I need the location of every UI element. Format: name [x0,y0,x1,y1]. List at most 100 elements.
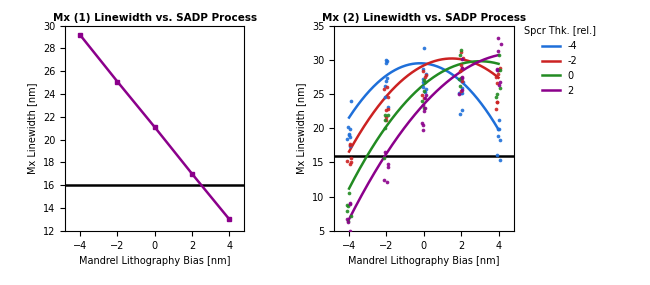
Point [381,58,391,63]
2 [434,88,442,91]
Point [343,204,353,209]
Point [383,113,393,117]
-2 [434,59,441,62]
Point [342,203,352,207]
Point [456,75,466,80]
Point [343,220,353,225]
Point [491,153,502,158]
-4 [434,65,442,68]
Title: Mx (2) Linewidth vs. SADP Process: Mx (2) Linewidth vs. SADP Process [322,13,526,23]
Point [344,143,355,148]
Point [344,132,354,137]
-2 [472,62,480,65]
-4 [345,116,353,119]
Point [492,100,502,105]
Point [458,80,469,85]
Point [493,53,504,58]
Point [417,120,427,125]
-2 [345,150,353,153]
Point [420,95,430,100]
Point [456,74,467,79]
Point [418,127,428,132]
Point [456,65,467,70]
Point [343,219,354,223]
Point [418,85,428,89]
Point [344,191,354,195]
Point [342,208,352,213]
Point [344,127,355,132]
Point [493,68,503,72]
Point [495,42,506,46]
Point [493,133,503,138]
Point [380,113,391,118]
Point [382,105,393,109]
Line: 0: 0 [349,61,499,189]
Point [456,89,467,93]
Point [342,159,352,164]
Point [492,72,502,77]
Point [417,69,428,73]
-2 [346,149,354,152]
-4 [435,65,443,69]
Point [345,161,356,166]
Point [495,138,505,142]
Point [456,87,467,92]
Point [379,178,389,182]
Point [417,123,428,127]
Legend: -4, -2, 0, 2: -4, -2, 0, 2 [524,27,596,96]
2 [471,62,479,65]
Point [381,107,391,112]
Point [495,66,505,70]
-2 [434,58,442,62]
-4 [437,66,445,70]
Point [455,53,465,57]
Point [346,99,356,103]
0 [434,73,441,76]
Title: Mx (1) Linewidth vs. SADP Process: Mx (1) Linewidth vs. SADP Process [53,13,257,23]
Point [454,76,465,81]
Point [381,115,391,120]
Point [421,73,431,77]
Point [458,55,469,60]
Point [379,87,389,92]
Point [491,94,502,99]
Point [384,164,394,169]
Point [418,103,428,108]
Point [380,150,391,154]
-4 [416,62,424,65]
-4 [495,128,502,131]
-4 [481,107,489,111]
Point [419,95,430,100]
Point [493,118,504,123]
Point [420,75,430,79]
Point [417,99,428,103]
Point [346,160,356,164]
Point [345,142,356,146]
0 [495,62,502,66]
X-axis label: Mandrel Lithography Bias [nm]: Mandrel Lithography Bias [nm] [348,256,500,266]
Point [493,127,503,132]
Point [420,106,430,110]
0 [471,60,479,63]
Point [382,95,393,99]
-2 [481,66,489,70]
Point [419,89,430,93]
Point [344,202,355,206]
2 [345,217,353,221]
Point [457,91,467,95]
Point [495,86,505,90]
Point [345,228,356,233]
Point [493,36,503,40]
Point [345,201,356,205]
Point [382,180,393,184]
Y-axis label: Mx Linewidth [nm]: Mx Linewidth [nm] [296,82,306,174]
Point [454,92,464,96]
Point [421,72,431,76]
Point [456,48,466,53]
0 [345,187,353,190]
Point [381,60,391,65]
Point [421,93,431,98]
Line: 2: 2 [349,55,499,219]
2 [346,217,354,220]
Point [380,118,391,123]
